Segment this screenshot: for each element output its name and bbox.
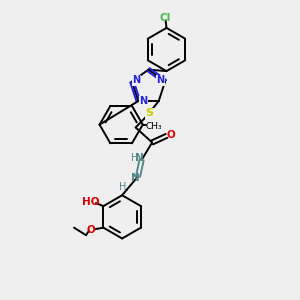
Text: N: N xyxy=(131,173,140,183)
Text: CH₃: CH₃ xyxy=(146,122,162,130)
Text: N: N xyxy=(132,75,140,85)
Text: O: O xyxy=(86,225,95,235)
Text: N: N xyxy=(139,96,147,106)
Text: HO: HO xyxy=(82,197,100,207)
Text: Cl: Cl xyxy=(159,13,171,23)
Text: N: N xyxy=(135,153,143,164)
Text: N: N xyxy=(157,75,165,85)
Text: H: H xyxy=(119,182,127,193)
Text: O: O xyxy=(167,130,176,140)
Text: S: S xyxy=(145,108,153,118)
Text: H: H xyxy=(131,153,139,164)
